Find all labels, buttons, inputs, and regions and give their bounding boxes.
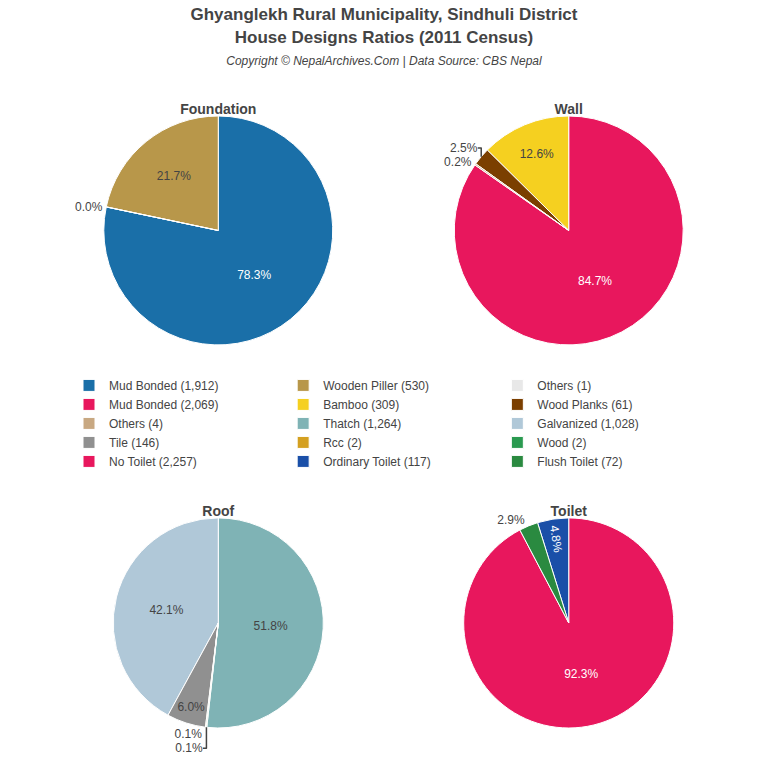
- svg-text:Rcc (2): Rcc (2): [323, 436, 362, 450]
- svg-text:Tile (146): Tile (146): [109, 436, 159, 450]
- svg-text:Others (4): Others (4): [109, 417, 163, 431]
- svg-text:Galvanized (1,028): Galvanized (1,028): [537, 417, 638, 431]
- svg-text:Ghyanglekh Rural Municipality,: Ghyanglekh Rural Municipality, Sindhuli …: [191, 5, 578, 67]
- svg-text:Roof: Roof: [202, 503, 234, 519]
- svg-text:4.8%: 4.8%: [547, 524, 565, 553]
- svg-text:12.6%: 12.6%: [520, 147, 554, 161]
- svg-text:51.8%: 51.8%: [254, 619, 288, 633]
- svg-text:84.7%: 84.7%: [578, 274, 612, 288]
- svg-text:6.0%: 6.0%: [177, 700, 205, 714]
- svg-text:0.0%: 0.0%: [75, 200, 103, 214]
- svg-text:Bamboo (309): Bamboo (309): [323, 398, 399, 412]
- svg-text:Wooden Piller (530): Wooden Piller (530): [323, 379, 429, 393]
- svg-text:78.3%: 78.3%: [237, 268, 271, 282]
- svg-text:No Toilet (2,257): No Toilet (2,257): [109, 455, 197, 469]
- svg-text:Toilet: Toilet: [551, 503, 588, 519]
- svg-text:21.7%: 21.7%: [157, 169, 191, 183]
- svg-text:Wood Planks (61): Wood Planks (61): [537, 398, 632, 412]
- svg-text:0.1%: 0.1%: [175, 727, 203, 741]
- svg-text:Foundation: Foundation: [180, 101, 256, 117]
- svg-text:42.1%: 42.1%: [149, 603, 183, 617]
- svg-text:0.1%: 0.1%: [175, 741, 203, 755]
- svg-text:Wood (2): Wood (2): [537, 436, 586, 450]
- svg-text:Thatch (1,264): Thatch (1,264): [323, 417, 401, 431]
- svg-text:Flush Toilet (72): Flush Toilet (72): [537, 455, 622, 469]
- svg-text:Mud Bonded (2,069): Mud Bonded (2,069): [109, 398, 218, 412]
- svg-text:Wall: Wall: [555, 101, 583, 117]
- svg-text:Others (1): Others (1): [537, 379, 591, 393]
- svg-text:Mud Bonded (1,912): Mud Bonded (1,912): [109, 379, 218, 393]
- svg-text:2.5%: 2.5%: [450, 141, 478, 155]
- svg-text:Ordinary Toilet (117): Ordinary Toilet (117): [323, 455, 431, 469]
- svg-text:92.3%: 92.3%: [564, 667, 598, 681]
- svg-text:0.2%: 0.2%: [444, 155, 472, 169]
- svg-text:2.9%: 2.9%: [497, 513, 525, 527]
